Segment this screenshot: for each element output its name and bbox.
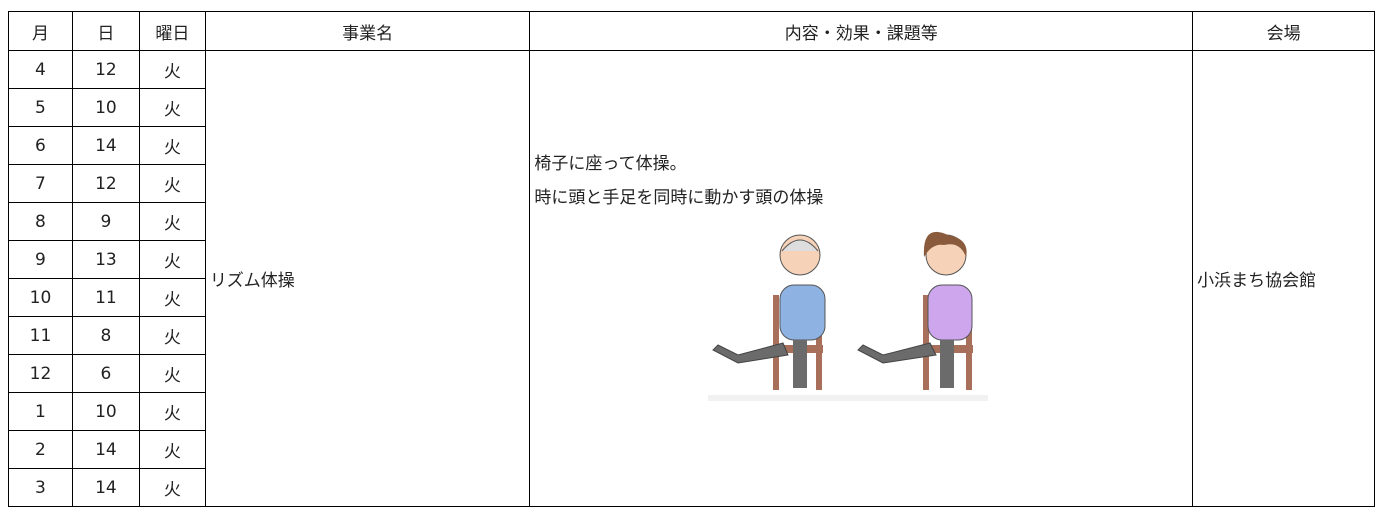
- table-row: 9 13 火: [8, 240, 1375, 279]
- cell: 9: [8, 240, 73, 279]
- content-line: 椅子に座って体操。: [534, 154, 687, 174]
- event-cell: リズム体操: [204, 50, 531, 507]
- man: [712, 234, 826, 390]
- cell: 12: [71, 164, 140, 203]
- cell: 火: [138, 468, 206, 507]
- cell: 12: [71, 50, 140, 89]
- cell: 14: [71, 430, 140, 469]
- cell: 1: [8, 392, 73, 431]
- cell: 2: [8, 430, 73, 469]
- cell: 9: [71, 202, 140, 241]
- cell: 14: [71, 126, 140, 165]
- header-cell: 月: [8, 11, 73, 51]
- cell: 6: [8, 126, 73, 165]
- cell: 6: [71, 354, 140, 393]
- cell: 火: [138, 50, 206, 89]
- header-cell: 日: [71, 11, 140, 51]
- cell: 火: [138, 240, 206, 279]
- content-cell: 椅子に座って体操。時に頭と手足を同時に動かす頭の体操: [529, 50, 1194, 507]
- cell: 8: [71, 316, 140, 355]
- cell: 火: [138, 354, 206, 393]
- cell: 8: [8, 202, 73, 241]
- woman: [857, 231, 974, 390]
- header-cell: 事業名: [204, 11, 531, 51]
- cell: 10: [71, 88, 140, 127]
- cell: 火: [138, 316, 206, 355]
- cell: 3: [8, 468, 73, 507]
- table-row: 12 6 火: [8, 354, 1375, 393]
- header-cell: 内容・効果・課題等: [529, 11, 1194, 51]
- header-cell: 曜日: [138, 11, 206, 51]
- cell: 火: [138, 164, 206, 203]
- schedule-table: 月日曜日 事業名 内容・効果・課題等 会場 4 12 火リズム体操 椅子に座って体操。 時に頭…: [8, 11, 1375, 507]
- illustration: [708, 231, 989, 401]
- cell: 火: [138, 126, 206, 165]
- cell: 5: [8, 88, 73, 127]
- header-cell: 会場: [1192, 11, 1375, 51]
- cell: 14: [71, 468, 140, 507]
- table-row: 5 10 火: [8, 88, 1375, 127]
- cell: 10: [71, 392, 140, 431]
- cell: 13: [71, 240, 140, 279]
- cell: 4: [8, 50, 73, 89]
- table-row: 6 14 火: [8, 126, 1375, 165]
- cell: 火: [138, 392, 206, 431]
- cell: 火: [138, 430, 206, 469]
- cell: 11: [8, 316, 73, 355]
- cell: 火: [138, 88, 206, 127]
- table-row: 3 14 火: [8, 468, 1375, 507]
- table-row: 7 12 火: [8, 164, 1375, 203]
- header-row: 月日曜日 事業名 内容・効果・課題等 会場: [8, 11, 1375, 51]
- venue-cell: 小浜まち協会館: [1192, 50, 1375, 507]
- cell: 火: [138, 202, 206, 241]
- table-row: 4 12 火リズム体操 椅子に座って体操。 時に頭と手足を同時に動かす頭の体操 小浜まち…: [8, 50, 1375, 507]
- table-row: 1 10 火: [8, 392, 1375, 431]
- cell: 10: [8, 278, 73, 317]
- table-row: 10 11 火: [8, 278, 1375, 317]
- cell: 11: [71, 278, 140, 317]
- content-line: 時に頭と手足を同時に動かす頭の体操: [534, 188, 824, 208]
- cell: 12: [8, 354, 73, 393]
- cell: 火: [138, 278, 206, 317]
- cell: 7: [8, 164, 73, 203]
